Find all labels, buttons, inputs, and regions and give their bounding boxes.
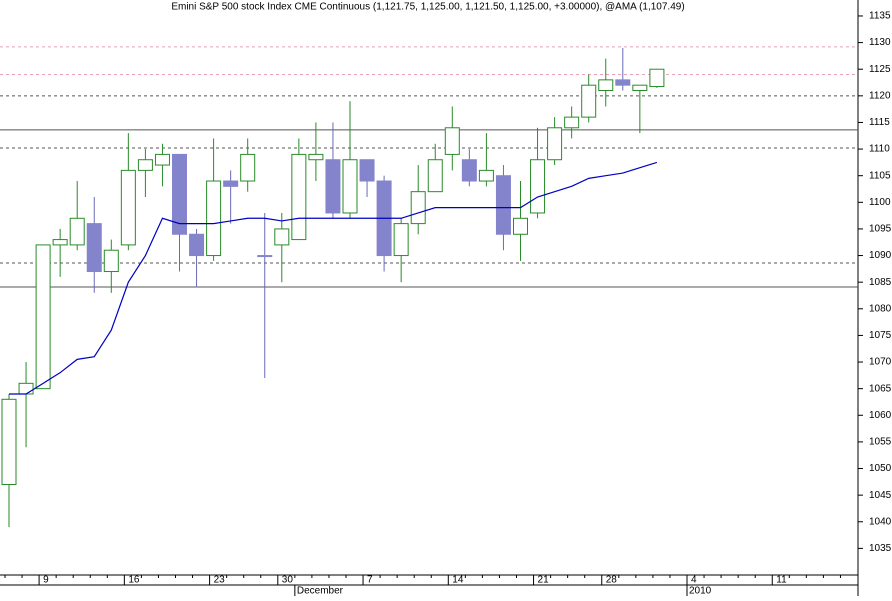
candle-body: [86, 223, 102, 273]
candle-body: [632, 84, 648, 92]
candle-body: [444, 127, 460, 155]
y-tick-label: 1075: [869, 330, 892, 341]
candle-body: [342, 159, 358, 214]
y-tick-label: 1090: [869, 250, 892, 261]
month-label: 2010: [689, 586, 712, 596]
y-tick-label: 1050: [869, 463, 892, 474]
y-tick-label: 1105: [869, 170, 891, 181]
candle-body: [495, 175, 511, 235]
month-label: December: [297, 586, 344, 596]
candle-body: [35, 244, 51, 390]
candle-body: [291, 153, 307, 241]
candle-body: [189, 233, 205, 257]
candle-body: [615, 79, 631, 86]
candle-body: [103, 249, 119, 273]
x-tick-label: 30: [282, 575, 294, 586]
y-tick-label: 1125: [869, 64, 891, 75]
y-tick-label: 1130: [869, 37, 891, 48]
candle-body: [206, 180, 222, 257]
candle-body: [308, 153, 324, 161]
candle-body: [69, 217, 85, 246]
candle-body: [1, 398, 17, 485]
y-tick-label: 1045: [869, 490, 892, 501]
candle-body: [461, 159, 477, 182]
candle-body: [137, 159, 153, 171]
y-tick-label: 1070: [869, 357, 892, 368]
x-tick-label: 14: [452, 575, 464, 586]
candle-body: [240, 153, 256, 182]
x-tick-label: 21: [538, 575, 550, 586]
candle-body: [223, 180, 239, 187]
candle-body: [598, 79, 614, 92]
candle-body: [547, 127, 563, 161]
x-tick-label: 4: [691, 575, 697, 586]
y-tick-label: 1040: [869, 516, 892, 527]
candle-body: [257, 255, 273, 258]
x-tick-label: 7: [367, 575, 373, 586]
x-tick-label: 9: [43, 575, 49, 586]
candle-body: [393, 223, 409, 257]
y-tick-label: 1135: [869, 11, 891, 22]
ama-line: [9, 161, 658, 395]
x-tick-label: 28: [606, 575, 618, 586]
candle-body: [359, 159, 375, 182]
y-tick-label: 1085: [869, 277, 892, 288]
y-tick-label: 1115: [869, 117, 890, 128]
y-tick-label: 1080: [869, 303, 892, 314]
candle-body: [325, 159, 341, 214]
chart-title: Emini S&P 500 stock Index CME Continuous…: [171, 2, 684, 13]
x-tick-label: 11: [776, 575, 787, 586]
candle-body: [478, 169, 494, 182]
y-tick-label: 1060: [869, 410, 892, 421]
candle-body: [581, 84, 597, 118]
candle-body: [120, 169, 136, 246]
x-tick-label: 23: [214, 575, 226, 586]
candle-body: [564, 116, 580, 129]
x-tick-label: 16: [128, 575, 140, 586]
y-tick-label: 1120: [869, 90, 891, 101]
candle-body: [513, 217, 528, 235]
candle-body: [172, 153, 187, 235]
candle-body: [18, 382, 34, 395]
y-tick-label: 1035: [869, 543, 892, 554]
candle-body: [410, 191, 426, 225]
y-tick-label: 1055: [869, 437, 892, 448]
candle-body: [649, 68, 665, 88]
y-tick-label: 1100: [869, 197, 891, 208]
candle-body: [274, 228, 290, 246]
y-tick-label: 1110: [869, 144, 890, 155]
candle-body: [52, 239, 68, 246]
y-tick-label: 1095: [869, 224, 892, 235]
candle-body: [154, 153, 170, 166]
candle-body: [530, 159, 546, 214]
candle-body: [427, 159, 443, 193]
y-tick-label: 1065: [869, 383, 892, 394]
